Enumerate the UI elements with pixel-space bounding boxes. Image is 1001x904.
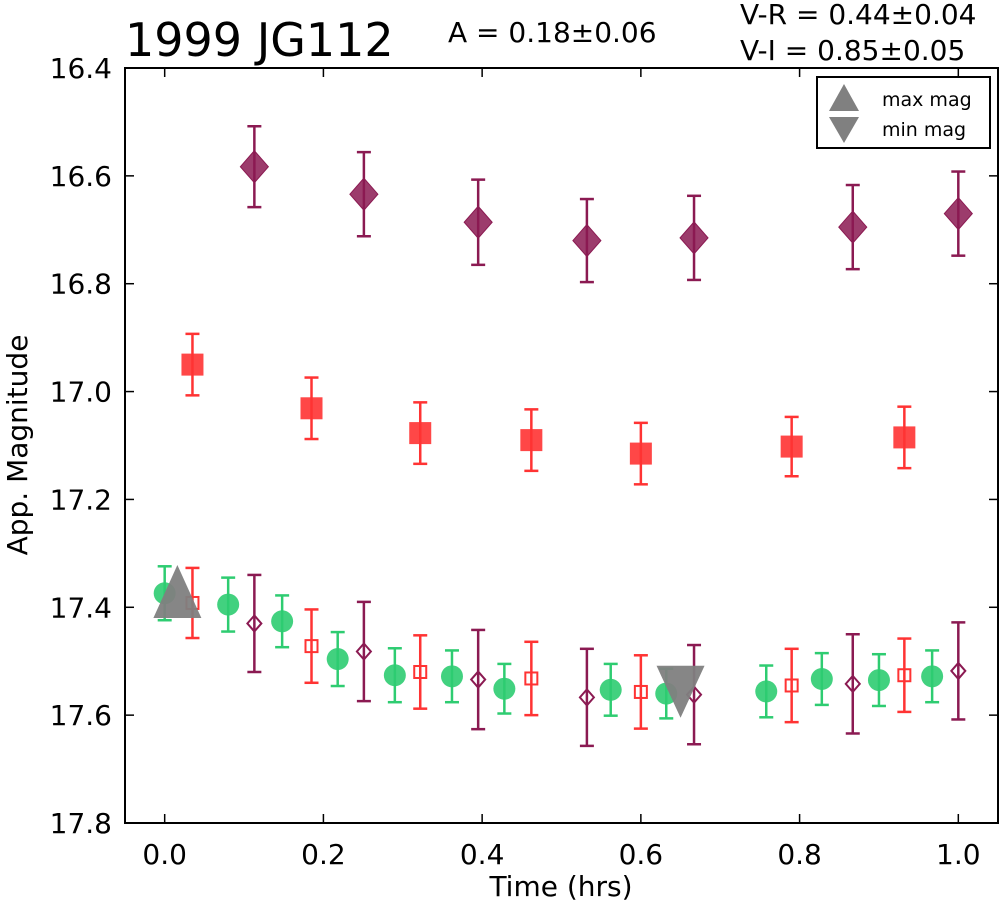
data-point-diamond-filled xyxy=(943,196,973,231)
data-point-circle-filled xyxy=(810,668,833,691)
data-point-square-open xyxy=(304,639,319,654)
min-mag-marker xyxy=(656,665,705,718)
data-point-diamond-open xyxy=(469,670,487,690)
data-point-square-filled xyxy=(893,426,916,449)
plot-frame xyxy=(124,67,999,824)
x-tick-label: 0.2 xyxy=(301,838,346,871)
color-index-vr: V-R = 0.44±0.04 xyxy=(740,0,976,31)
data-point-diamond-filled xyxy=(239,149,270,184)
data-point-square-open xyxy=(784,678,799,693)
y-tick-label: 16.8 xyxy=(50,268,112,301)
data-point-diamond-filled xyxy=(463,205,493,239)
y-tick-label: 17.4 xyxy=(50,591,112,624)
data-point-square-filled xyxy=(181,353,204,376)
legend-min-mag-icon xyxy=(829,117,859,143)
data-point-circle-filled xyxy=(440,665,463,688)
data-point-diamond-filled xyxy=(679,221,709,255)
y-tick-label: 17.6 xyxy=(50,699,112,732)
x-tick-label: 0.0 xyxy=(142,838,187,871)
y-tick-label: 16.6 xyxy=(50,160,112,193)
data-point-diamond-open xyxy=(246,613,263,633)
plot-marks xyxy=(153,124,973,748)
y-tick-label: 17.0 xyxy=(50,376,112,409)
legend-max-mag-icon xyxy=(829,84,859,111)
x-tick-label: 1.0 xyxy=(936,838,981,871)
data-point-square-filled xyxy=(629,442,652,465)
data-point-square-open xyxy=(413,665,428,679)
color-index-vi: V-I = 0.85±0.05 xyxy=(740,34,965,67)
amplitude-label: A = 0.18±0.06 xyxy=(448,16,657,49)
data-point-square-open xyxy=(524,671,539,686)
data-point-circle-filled xyxy=(755,680,778,703)
data-point-circle-filled xyxy=(599,678,622,701)
max-mag-marker xyxy=(153,564,202,618)
data-point-diamond-open xyxy=(355,641,373,662)
data-point-circle-filled xyxy=(867,669,890,692)
data-point-circle-filled xyxy=(271,610,294,633)
legend-label-max-mag: max mag xyxy=(882,89,972,111)
legend: max mag min mag xyxy=(816,76,991,149)
data-point-circle-filled xyxy=(921,665,944,688)
data-point-diamond-open xyxy=(844,674,862,694)
data-point-diamond-filled xyxy=(349,177,379,211)
data-point-diamond-open xyxy=(578,687,596,707)
data-point-diamond-open xyxy=(949,661,967,681)
data-point-square-open xyxy=(897,668,912,683)
data-point-diamond-filled xyxy=(838,210,868,244)
x-tick-label: 0.8 xyxy=(777,838,822,871)
y-tick-label: 17.2 xyxy=(50,483,112,516)
data-point-circle-filled xyxy=(326,648,349,671)
chart-title: 1999 JG112 xyxy=(125,13,394,67)
data-point-circle-filled xyxy=(493,677,516,700)
data-point-circle-filled xyxy=(217,593,240,616)
data-point-square-filled xyxy=(520,429,543,452)
y-axis-label: App. Magnitude xyxy=(1,335,34,556)
y-tick-label: 16.4 xyxy=(50,52,112,85)
axis-ticks: 0.0 0.2 0.4 0.6 0.8 1.0 16.4 16.6 16.8 17.0 17.2 17… xyxy=(50,52,998,871)
y-tick-label: 17.8 xyxy=(50,807,112,840)
data-point-square-filled xyxy=(409,422,432,445)
legend-label-min-mag: min mag xyxy=(882,119,966,141)
data-point-diamond-filled xyxy=(572,223,602,258)
data-point-square-filled xyxy=(300,397,323,420)
x-axis-label: Time (hrs) xyxy=(488,870,632,903)
data-point-square-open xyxy=(633,684,648,699)
x-tick-label: 0.6 xyxy=(619,838,664,871)
data-point-circle-filled xyxy=(383,664,406,687)
data-point-square-filled xyxy=(780,435,803,458)
x-tick-label: 0.4 xyxy=(460,838,505,871)
